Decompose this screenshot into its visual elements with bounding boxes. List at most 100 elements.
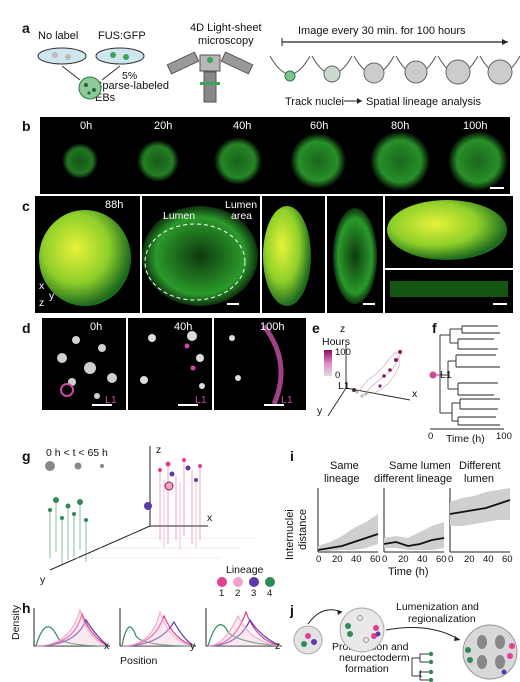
g-lineage-1: 1 — [219, 588, 225, 599]
panel-b-embryoid-bodies — [62, 131, 508, 191]
merge-arrow-left — [61, 65, 81, 81]
percent-text: 5% — [122, 70, 138, 82]
b-time-20: 20h — [154, 120, 173, 132]
i-distance-plots — [317, 488, 511, 553]
track-text: Track nuclei — [285, 96, 344, 108]
i-title-1-line1: Same — [330, 460, 359, 472]
e-colorbar-title: Hours — [322, 336, 351, 348]
j-t-label: t — [419, 668, 422, 680]
c-lumen-area-1: Lumen — [225, 199, 258, 211]
f-tick-0: 0 — [428, 431, 434, 442]
c-lumen-label: Lumen — [163, 210, 196, 222]
e-lineage-tag: L1 — [338, 380, 350, 392]
i-tick-b-60: 60 — [436, 554, 447, 565]
e-axis-x: x — [412, 388, 418, 400]
e-axis-y: y — [317, 405, 323, 417]
g-lineage-legend — [217, 577, 275, 587]
dish-fus-gfp — [95, 47, 145, 65]
scope-title-2: microscopy — [198, 35, 254, 47]
i-ylabel-2: distance — [297, 509, 309, 550]
h-xlabel: Position — [120, 655, 158, 667]
panel-c-label: c — [22, 198, 30, 214]
e-colorbar-min: 0 — [335, 370, 341, 381]
d-scale-bar-2 — [178, 404, 198, 406]
i-tick-b-40: 40 — [417, 554, 428, 565]
e-colorbar — [324, 350, 332, 376]
b-time-100: 100h — [463, 120, 488, 132]
h-density-z — [205, 608, 282, 647]
i-title-3-line1: Different — [459, 460, 501, 472]
c-scale-bar-3 — [493, 303, 507, 305]
h-axis-z: z — [275, 640, 281, 652]
panel-a-label: a — [22, 20, 30, 36]
i-plot-different-lumen — [449, 488, 511, 553]
j-late-eb — [462, 624, 518, 680]
e-colorbar-max: 100 — [335, 347, 351, 358]
panel-i-label: i — [290, 448, 294, 464]
c-lumen-area-2: area — [231, 210, 253, 222]
i-plot-same-lineage — [317, 488, 379, 553]
i-tick-c-20: 20 — [464, 554, 475, 565]
panel-a-graphics — [37, 38, 520, 104]
i-ylabel-1: Internuclei — [284, 509, 296, 560]
merge-arrow-right — [101, 65, 121, 81]
panel-b-label: b — [22, 118, 31, 134]
b-time-0: 0h — [80, 120, 93, 132]
g-axis-y: y — [40, 574, 46, 586]
c-time: 88h — [105, 199, 124, 211]
i-title-2-line2: different lineage — [374, 473, 453, 485]
i-title-1-line2: lineage — [324, 473, 360, 485]
panel-d-tracking: 0h 40h 100h L1 L1 L1 — [42, 318, 306, 410]
imaging-text: Image every 30 min. for 100 hours — [298, 25, 466, 37]
d-scale-bar-3 — [264, 404, 284, 406]
panel-e-label: e — [312, 320, 320, 336]
f-tick-100: 100 — [496, 431, 512, 442]
i-plot-same-lumen — [383, 488, 445, 553]
sparse-eb — [78, 76, 102, 100]
g-time-range: 0 h < t < 65 h — [46, 447, 108, 459]
panel-g-label: g — [22, 448, 31, 464]
c-axis-y: y — [49, 290, 55, 302]
g-lineage-4: 4 — [267, 588, 273, 599]
f-xlabel: Time (h) — [446, 433, 485, 445]
g-axis-x: x — [207, 512, 213, 524]
c-axis-x: x — [39, 280, 45, 292]
b-time-60: 60h — [310, 120, 329, 132]
i-tick-a-0: 0 — [316, 554, 322, 565]
c-axis-z: z — [39, 297, 45, 309]
well-sequence — [269, 55, 520, 85]
d-lineage-tag-1: L1 — [105, 394, 117, 406]
panel-b-timelapse: 0h 20h 40h 60h 80h 100h — [40, 117, 510, 194]
lumen-area-outline — [144, 223, 246, 301]
d-lineage-tag-3: L1 — [281, 394, 293, 406]
i-title-3-line2: lumen — [464, 473, 494, 485]
c-scale-bar-2 — [363, 303, 375, 305]
d-time-100: 100h — [260, 321, 285, 333]
i-title-2-line1: Same lumen — [389, 460, 451, 472]
f-lineage-tag: L1 — [440, 369, 452, 381]
j-lineage-tree-mini — [411, 653, 430, 681]
sparse-caption-line: Sparse-labeled EBs — [95, 80, 169, 104]
i-tick-a-20: 20 — [332, 554, 343, 565]
panel-c-render — [39, 196, 513, 313]
i-tick-b-20: 20 — [398, 554, 409, 565]
g-lineage-2: 2 — [235, 588, 241, 599]
b-time-80: 80h — [391, 120, 410, 132]
i-tick-c-40: 40 — [483, 554, 494, 565]
i-tick-a-60: 60 — [370, 554, 381, 565]
j-lumenization-2: regionalization — [408, 613, 476, 625]
j-schematic — [293, 607, 518, 682]
g-lineage-3: 3 — [251, 588, 257, 599]
j-lumenization-1: Lumenization and — [396, 601, 479, 613]
d-time-0: 0h — [90, 321, 103, 333]
d-scale-bar-1 — [92, 404, 112, 406]
g-size-legend — [45, 461, 104, 471]
b-scale-bar — [490, 187, 504, 189]
h-density-x — [33, 608, 110, 647]
j-prolif-3: formation — [345, 663, 389, 675]
panel-f-label: f — [432, 320, 437, 336]
spatial-text: Spatial lineage analysis — [366, 96, 481, 108]
j-mid-eb — [339, 607, 385, 653]
h-ylabel: Density — [10, 604, 22, 640]
panel-d-label: d — [22, 320, 31, 336]
